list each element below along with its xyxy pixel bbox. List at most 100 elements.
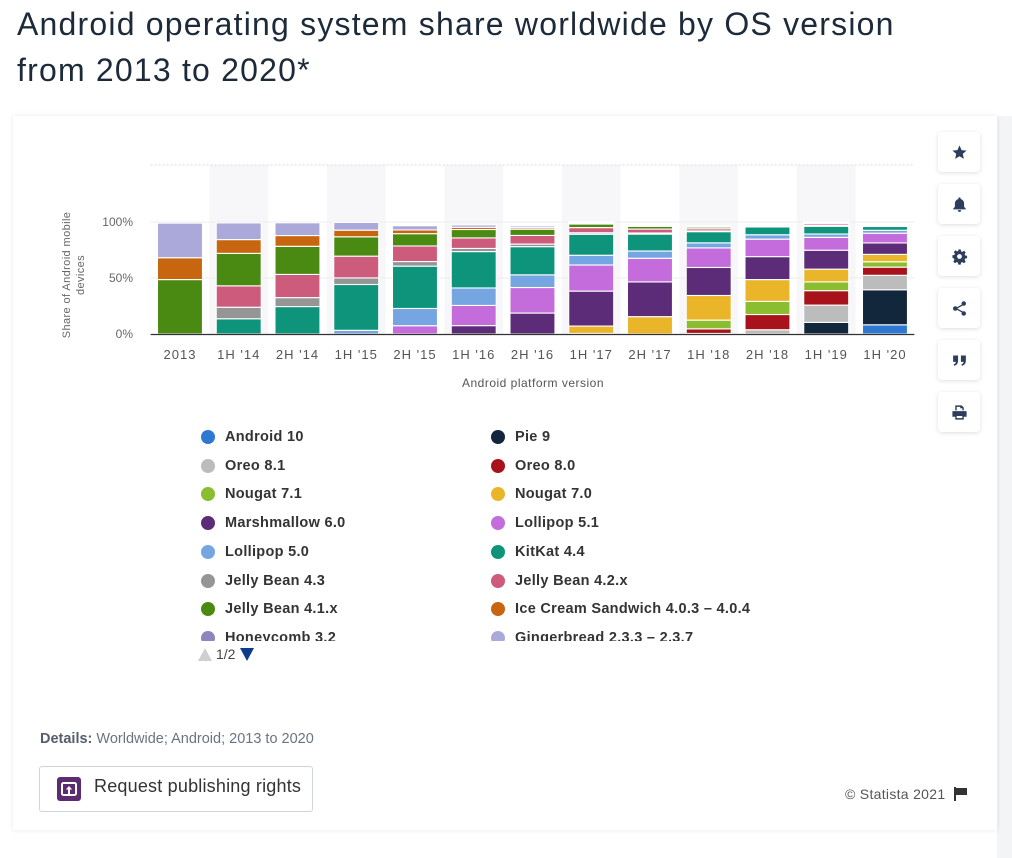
legend-item[interactable]: Lollipop 5.0 [201,538,309,566]
legend-item[interactable]: Android 10 [201,423,304,451]
bar-segment[interactable] [274,273,321,299]
bar-segment[interactable] [626,224,674,227]
bar-segment[interactable] [391,233,439,247]
bar-segment[interactable] [274,297,321,308]
bar-segment[interactable] [333,329,380,335]
bar-segment[interactable] [450,304,497,327]
bar-segment[interactable] [509,228,556,236]
bar-segment[interactable] [803,321,850,335]
bar-segment[interactable] [626,257,674,283]
bar-segment[interactable] [626,250,674,259]
bar-segment[interactable] [861,242,909,255]
legend-item[interactable]: Oreo 8.1 [201,452,285,480]
bar-segment[interactable] [685,294,732,321]
bar-segment[interactable] [215,306,262,320]
print-button[interactable] [938,392,980,432]
bar-segment[interactable] [626,281,674,318]
bar-segment[interactable] [744,256,791,281]
bar-segment[interactable] [861,253,909,263]
bar-segment[interactable] [861,232,909,244]
bar-segment[interactable] [685,247,732,269]
bar-segment[interactable] [333,221,380,231]
bar-segment[interactable] [215,222,262,241]
bar-segment[interactable] [156,222,204,259]
bar-segment[interactable] [333,236,380,257]
bar-segment[interactable] [509,312,556,335]
bar-segment[interactable] [274,222,321,237]
legend-item[interactable]: Honeycomb 3.2 [201,624,336,641]
bar-segment[interactable] [744,279,791,302]
bar-segment[interactable] [333,283,380,331]
bar-segment[interactable] [568,221,615,224]
bar-segment[interactable] [861,223,909,226]
bar-segment[interactable] [450,325,497,335]
bar-segment[interactable] [156,257,204,281]
bar-segment[interactable] [391,265,439,310]
legend-item[interactable]: KitKat 4.4 [491,538,585,566]
bar-segment[interactable] [744,329,791,335]
bar-segment[interactable] [333,255,380,279]
bar-segment[interactable] [450,224,497,228]
bar-segment[interactable] [391,229,439,235]
legend-item[interactable]: Jelly Bean 4.3 [201,567,325,595]
bar-segment[interactable] [861,274,909,291]
bar-segment[interactable] [568,264,615,292]
bar-segment[interactable] [803,249,850,270]
bar-segment[interactable] [803,268,850,283]
bar-segment[interactable] [215,252,262,287]
bar-segment[interactable] [391,225,439,231]
bar-segment[interactable] [215,318,262,335]
bar-segment[interactable] [391,245,439,263]
legend-item[interactable]: Gingerbread 2.3.3 – 2.3.7 [491,624,693,641]
settings-button[interactable] [938,236,980,276]
bar-segment[interactable] [861,324,909,335]
bar-segment[interactable] [450,287,497,306]
bar-segment[interactable] [568,290,615,327]
legend-item[interactable]: Nougat 7.0 [491,480,592,508]
legend-next-page-icon[interactable] [240,647,255,661]
bar-segment[interactable] [861,289,909,326]
bar-segment[interactable] [568,227,615,234]
bar-segment[interactable] [509,246,556,276]
bar-segment[interactable] [450,237,497,249]
bar-segment[interactable] [803,225,850,235]
favorite-button[interactable] [938,132,980,172]
legend-item[interactable]: Nougat 7.1 [201,480,302,508]
bar-segment[interactable] [803,304,850,323]
bar-segment[interactable] [215,239,262,254]
legend-item[interactable]: Oreo 8.0 [491,452,575,480]
bar-segment[interactable] [215,285,262,308]
bar-segment[interactable] [803,221,850,224]
bar-segment[interactable] [333,277,380,286]
bar-segment[interactable] [391,325,439,335]
legend-item[interactable]: Pie 9 [491,423,550,451]
bar-segment[interactable] [568,254,615,266]
bar-segment[interactable] [509,225,556,229]
bar-segment[interactable] [685,266,732,297]
bar-segment[interactable] [685,225,732,228]
bar-segment[interactable] [685,231,732,244]
bar-segment[interactable] [744,313,791,331]
bar-segment[interactable] [685,319,732,330]
bar-segment[interactable] [803,281,850,292]
bar-segment[interactable] [744,300,791,316]
bar-segment[interactable] [391,260,439,267]
legend-item[interactable]: Ice Cream Sandwich 4.0.3 – 4.0.4 [491,595,750,623]
bar-segment[interactable] [744,226,791,236]
bar-segment[interactable] [803,236,850,251]
legend-item[interactable]: Jelly Bean 4.1.x [201,595,338,623]
request-publishing-rights-button[interactable]: Request publishing rights [39,766,313,812]
bar-segment[interactable] [333,229,380,238]
bar-segment[interactable] [509,234,556,245]
bar-segment[interactable] [685,328,732,334]
bar-segment[interactable] [274,245,321,275]
notification-button[interactable] [938,184,980,224]
bar-segment[interactable] [626,316,674,335]
bar-segment[interactable] [568,325,615,334]
bar-segment[interactable] [803,290,850,306]
bar-segment[interactable] [450,228,497,239]
bar-segment[interactable] [685,242,732,249]
bar-segment[interactable] [509,286,556,314]
bar-segment[interactable] [450,251,497,289]
bar-segment[interactable] [861,266,909,276]
